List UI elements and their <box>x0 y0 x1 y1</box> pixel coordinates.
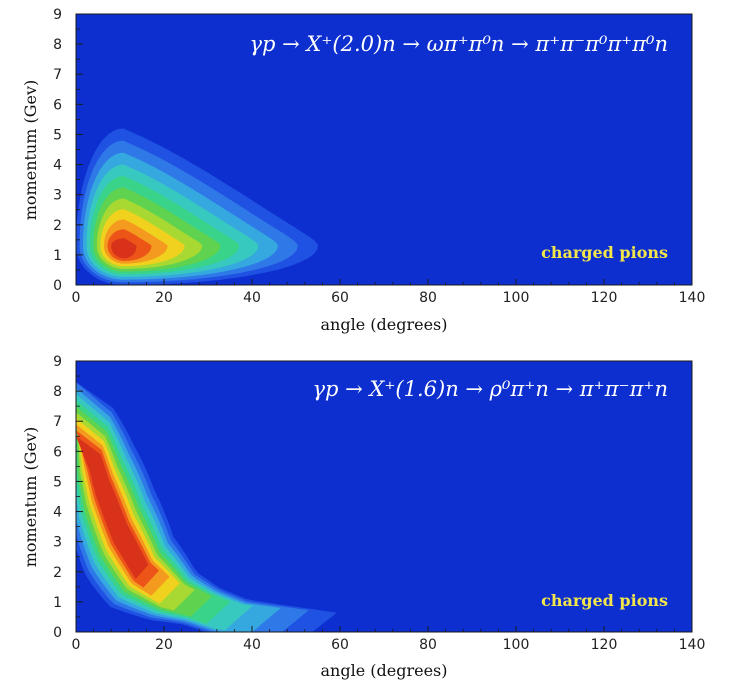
x-tick-label: 20 <box>155 290 173 306</box>
chart-panel-bottom: 0 20 40 60 80 100 120 140 0 1 2 3 4 5 6 7 8 9 γp → X⁺(1.6… <box>21 354 705 680</box>
x-tick-label: 60 <box>331 637 349 653</box>
axis-ticks-bottom: 0 20 40 60 80 100 120 140 0 1 2 3 4 5 6 7 8 9 <box>53 354 705 653</box>
y-tick-label: 9 <box>53 354 62 370</box>
x-tick-label: 40 <box>243 637 261 653</box>
reaction-title-top: γp → X⁺(2.0)n → ωπ⁺π⁰n → π⁺π⁻π⁰π⁺π⁰n <box>249 32 668 56</box>
y-tick-label: 8 <box>53 37 62 53</box>
y-tick-label: 4 <box>53 158 62 174</box>
density-contour <box>76 436 149 579</box>
x-tick-label: 60 <box>331 290 349 306</box>
x-tick-label: 0 <box>72 290 81 306</box>
y-tick-label: 1 <box>53 248 62 264</box>
reaction-title-bottom: γp → X⁺(1.6)n → ρ⁰π⁺n → π⁺π⁻π⁺n <box>312 377 668 401</box>
density-contours-bottom <box>76 382 337 632</box>
x-tick-label: 80 <box>419 637 437 653</box>
x-tick-label: 20 <box>155 637 173 653</box>
y-tick-label: 5 <box>53 127 62 143</box>
y-tick-label: 2 <box>53 565 62 581</box>
y-tick-label: 5 <box>53 474 62 490</box>
x-tick-label: 140 <box>679 290 706 306</box>
x-tick-label: 120 <box>591 637 618 653</box>
axis-ticks-top: 0 20 40 60 80 100 120 140 0 1 2 3 4 5 6 7 8 9 <box>53 7 705 306</box>
y-tick-label: 7 <box>53 67 62 83</box>
y-tick-label: 6 <box>53 444 62 460</box>
y-tick-label: 1 <box>53 595 62 611</box>
x-axis-title-top: angle (degrees) <box>321 315 448 334</box>
y-axis-title-top: momentum (Gev) <box>21 80 40 221</box>
x-tick-label: 100 <box>503 290 530 306</box>
y-tick-label: 4 <box>53 505 62 521</box>
y-tick-label: 9 <box>53 7 62 23</box>
x-tick-label: 0 <box>72 637 81 653</box>
y-tick-label: 0 <box>53 278 62 294</box>
y-tick-label: 2 <box>53 218 62 234</box>
annotation-top: charged pions <box>541 243 668 262</box>
x-tick-label: 140 <box>679 637 706 653</box>
x-axis-title-bottom: angle (degrees) <box>321 661 448 680</box>
x-tick-label: 40 <box>243 290 261 306</box>
density-contour <box>111 238 137 259</box>
y-tick-label: 3 <box>53 535 62 551</box>
chart-panel-top: 0 20 40 60 80 100 120 140 0 1 2 3 4 5 6 7 8 9 γp → X⁺(2.0… <box>21 7 705 334</box>
x-tick-label: 100 <box>503 637 530 653</box>
y-tick-label: 6 <box>53 97 62 113</box>
x-tick-label: 120 <box>591 290 618 306</box>
y-axis-title-bottom: momentum (Gev) <box>21 427 40 568</box>
y-tick-label: 0 <box>53 625 62 641</box>
y-tick-label: 8 <box>53 384 62 400</box>
y-tick-label: 3 <box>53 188 62 204</box>
annotation-bottom: charged pions <box>541 591 668 610</box>
density-contours-top <box>76 128 318 285</box>
y-tick-label: 7 <box>53 414 62 430</box>
x-tick-label: 80 <box>419 290 437 306</box>
